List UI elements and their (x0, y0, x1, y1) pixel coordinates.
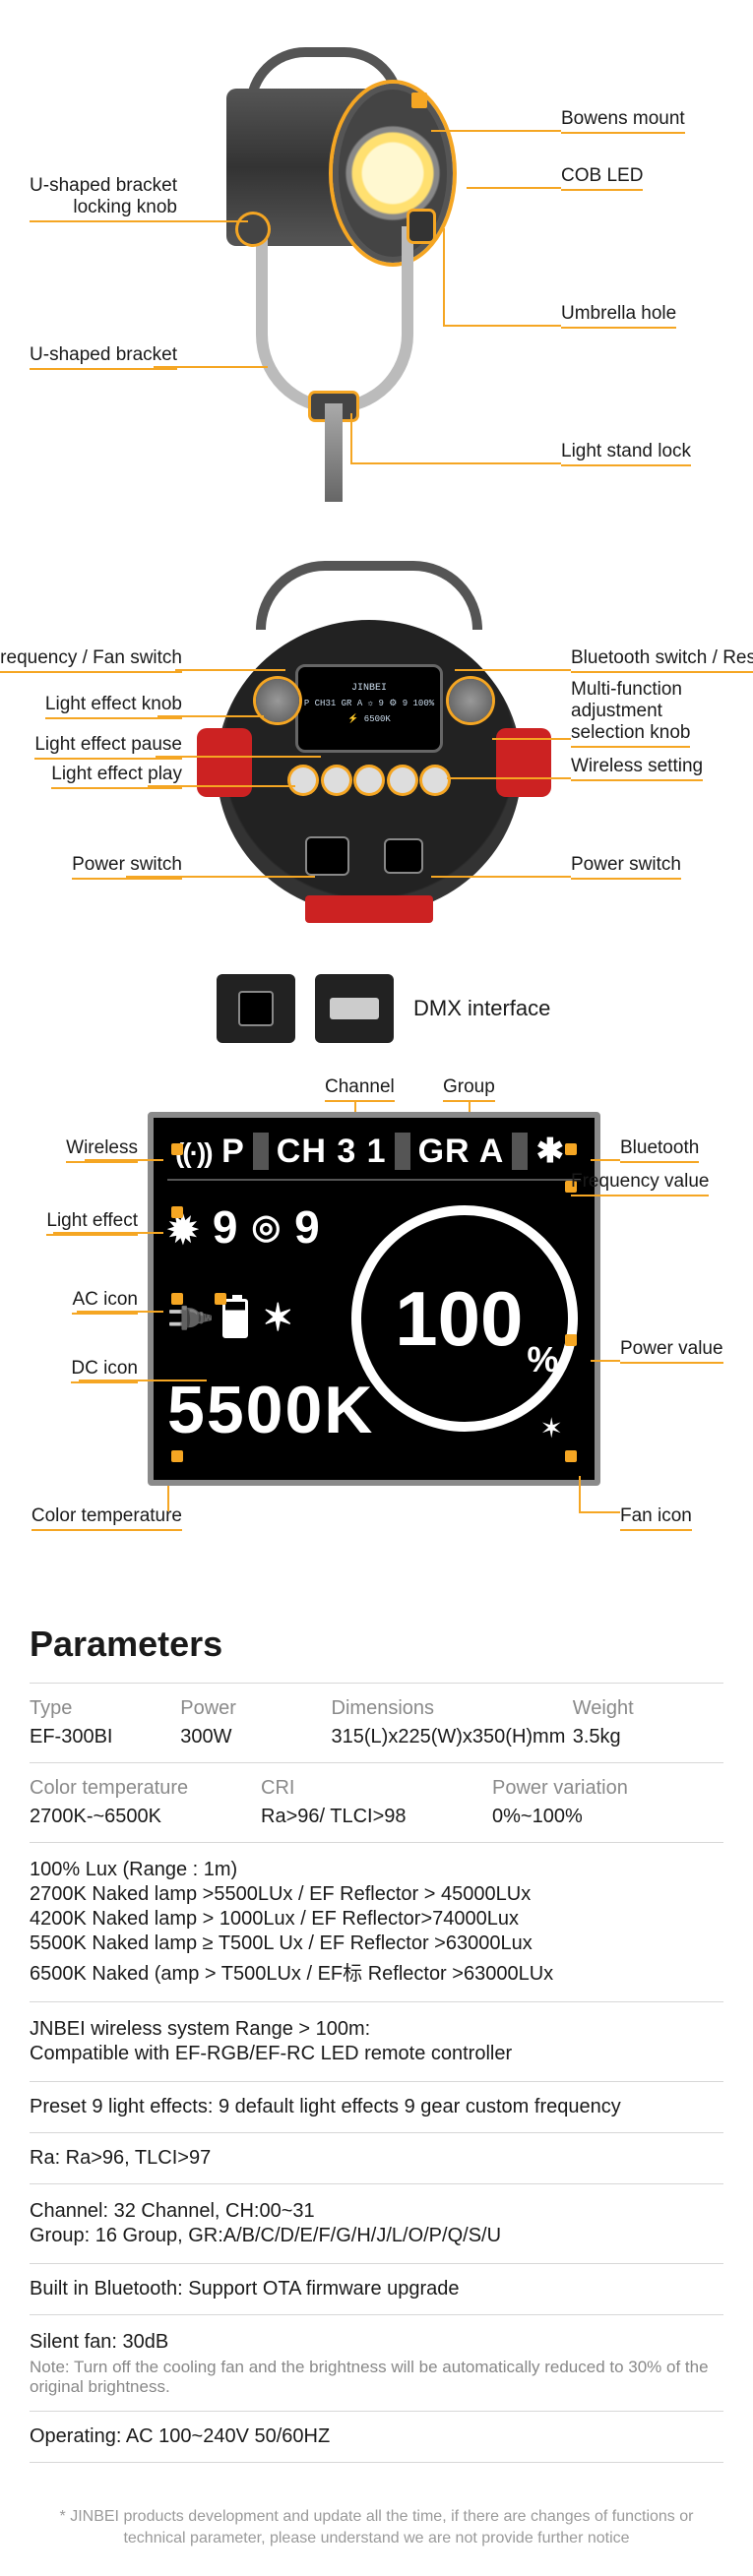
diagram-front-view: Bowens mount COB LED Umbrella hole Light… (0, 0, 753, 541)
fan-icon-corner: ✶ (540, 1412, 563, 1444)
spec-bluetooth: Built in Bluetooth: Support OTA firmware… (30, 2263, 723, 2314)
light-effect-readout: 9 ◎9 (167, 1181, 349, 1272)
spec-row-2: Color temperature2700K-~6500K CRIRa>96/ … (30, 1762, 723, 1842)
spec-operating: Operating: AC 100~240V 50/60HZ (30, 2411, 723, 2463)
label-umbrella-hole: Umbrella hole (561, 303, 676, 329)
dmx-jack-block (217, 974, 295, 1043)
diagram-back-panel: JINBEIP CH31 GR A ☼ 9 ⚙ 9 100% ⚡ 6500K F… (0, 541, 753, 1063)
parameters-heading: Parameters (30, 1624, 723, 1665)
label-power-value: Power value (620, 1338, 723, 1364)
channel-readout: CH 3 1 (269, 1133, 395, 1171)
fan-icon: ✶ (262, 1296, 293, 1340)
label-bluetooth-switch: Bluetooth switch / Reset (571, 647, 753, 673)
dmx-port-block (315, 974, 394, 1043)
spec-row-1: TypeEF-300BI Power300W Dimensions315(L)x… (30, 1683, 723, 1762)
light-front-illustration (187, 30, 502, 502)
spec-lux: 100% Lux (Range : 1m) 2700K Naked lamp >… (30, 1842, 723, 2001)
light-back-illustration: JINBEIP CH31 GR A ☼ 9 ⚙ 9 100% ⚡ 6500K (197, 561, 551, 954)
label-color-temperature: Color temperature (31, 1505, 182, 1531)
label-cob-led: COB LED (561, 165, 643, 191)
spec-ra: Ra: Ra>96, TLCI>97 (30, 2132, 723, 2183)
dmx-interface-row: DMX interface (217, 974, 550, 1043)
spec-preset: Preset 9 light effects: 9 default light … (30, 2081, 723, 2132)
label-fan-icon: Fan icon (620, 1505, 692, 1531)
label-multi-knob: Multi-function adjustment selection knob (571, 679, 690, 748)
label-bowens-mount: Bowens mount (561, 108, 685, 134)
label-u-bracket-knob: U-shaped bracket locking knob (0, 175, 177, 222)
label-wireless-setting: Wireless setting (571, 756, 703, 781)
label-power-switch-right: Power switch (571, 854, 681, 880)
label-channel: Channel (325, 1076, 395, 1102)
parameters-section: Parameters TypeEF-300BI Power300W Dimens… (0, 1624, 753, 2492)
spec-wireless: JNBEI wireless system Range > 100m: Comp… (30, 2001, 723, 2081)
label-group: Group (443, 1076, 495, 1102)
spec-channel-group: Channel: 32 Channel, CH:00~31 Group: 16 … (30, 2183, 723, 2263)
kelvin-readout: 5500K (167, 1365, 349, 1456)
label-bluetooth: Bluetooth (620, 1137, 699, 1163)
diagram-lcd-screen: Channel Group P CH 3 1 GR A ✱ 9 ◎9 (0, 1063, 753, 1614)
spec-fan: Silent fan: 30dB Note: Turn off the cool… (30, 2314, 723, 2411)
label-light-stand-lock: Light stand lock (561, 441, 691, 466)
label-frequency-value: Frequency value (571, 1171, 709, 1196)
footnote: * JINBEI products development and update… (0, 2492, 753, 2576)
back-screen-sample: JINBEIP CH31 GR A ☼ 9 ⚙ 9 100% ⚡ 6500K (298, 667, 440, 728)
power-percent-readout: 100% (351, 1205, 578, 1432)
label-dmx-interface: DMX interface (413, 996, 550, 1021)
power-icons-row: 🔌 ✶ (167, 1272, 349, 1364)
label-freq-fan-switch: Frequency / Fan switch (0, 647, 182, 673)
lcd-display: P CH 3 1 GR A ✱ 9 ◎9 🔌 ✶ (148, 1112, 600, 1486)
battery-icon (222, 1299, 248, 1338)
group-readout: GR A (410, 1133, 513, 1171)
